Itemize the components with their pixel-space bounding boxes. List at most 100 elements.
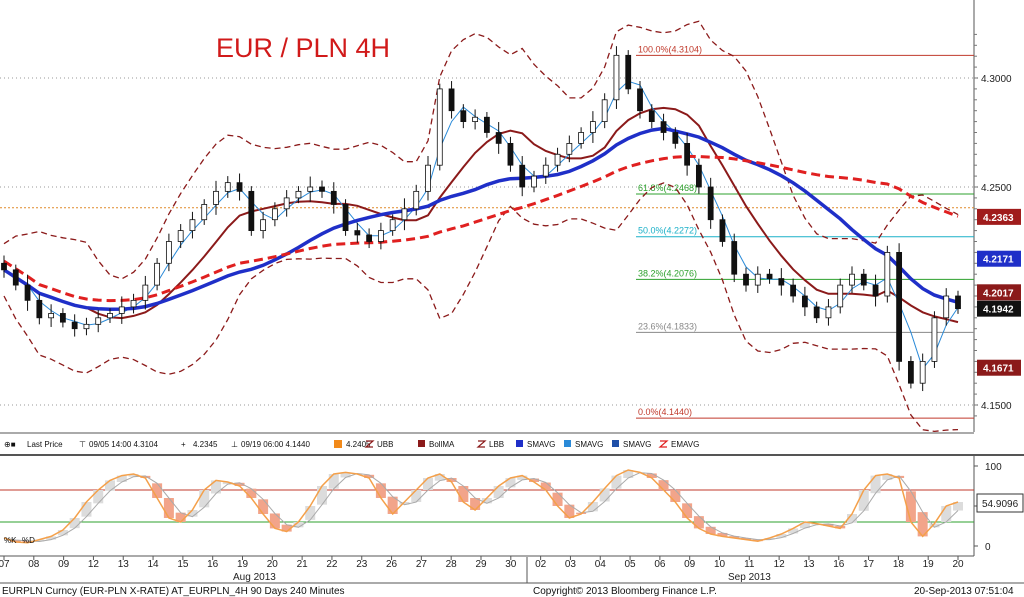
candle-body xyxy=(24,284,31,301)
x-tick-label: 09 xyxy=(684,559,696,570)
candle-body xyxy=(130,299,137,308)
candle-body xyxy=(154,262,161,286)
candle-body xyxy=(389,219,396,231)
stochastic-panel: 100500 54.9096 %K %D xyxy=(0,456,1024,556)
candle-body xyxy=(790,284,797,297)
candle-body xyxy=(472,116,479,122)
x-tick-label: 21 xyxy=(297,559,309,570)
time-axis: 07 08 09 12 13 14 15 16 19 20 21 22 23 26 27 28 29 30 02 03… xyxy=(0,556,964,570)
osc-hist-bar xyxy=(10,540,21,542)
candle-body xyxy=(707,186,714,221)
candle-body xyxy=(719,219,726,242)
osc-hist-bar xyxy=(764,538,775,540)
osc-hist-bar xyxy=(305,506,316,520)
price-badge-label: 4.2363 xyxy=(983,213,1014,224)
osc-legend-d: %D xyxy=(22,536,35,545)
price-badge xyxy=(977,359,1021,376)
x-tick-label: 10 xyxy=(714,559,726,570)
x-tick-label: 22 xyxy=(326,559,338,570)
osc-hist-bar xyxy=(128,474,139,477)
footer-left: EURPLN Curncy (EUR-PLN X-RATE) AT_EURPLN… xyxy=(2,586,345,597)
osc-hist-bar xyxy=(858,490,869,511)
right-badges: 4.2363 4.2171 4.2017 4.1942 4.1671 xyxy=(977,208,1021,376)
osc-hist-bar xyxy=(175,512,186,522)
legend: ⊕■ Last Price ⊤ 09/05 14:00 4.3104 + 4.2… xyxy=(0,432,1024,456)
candle-body xyxy=(189,219,196,231)
osc-hist-bar xyxy=(670,490,681,502)
candle-body xyxy=(36,299,43,319)
price-badge xyxy=(977,284,1021,301)
candle-body xyxy=(177,230,184,242)
upper-bollinger-band xyxy=(3,20,959,280)
osc-hist-bar xyxy=(729,536,740,538)
osc-hist-bar xyxy=(611,475,622,489)
x-tick-label: 20 xyxy=(267,559,279,570)
osc-hist-bar xyxy=(717,532,728,537)
osc-hist-bar xyxy=(693,516,704,529)
osc-hist-bar xyxy=(529,478,539,482)
y-tick-label: 4.2500 xyxy=(981,183,1012,194)
legend-swatch xyxy=(658,440,669,448)
candle-body xyxy=(71,321,78,330)
legend-item: UBB xyxy=(377,440,393,449)
candle-body xyxy=(201,204,208,221)
candle-body xyxy=(377,230,384,242)
osc-hist-bar xyxy=(246,488,257,498)
osc-hist-bar xyxy=(375,483,386,498)
x-tick-label: 08 xyxy=(28,559,40,570)
month-label-aug: Aug 2013 xyxy=(233,572,276,583)
candle-body xyxy=(260,219,267,231)
candle-body xyxy=(483,116,490,133)
osc-hist-bar xyxy=(69,518,80,529)
osc-hist-bar xyxy=(493,486,504,498)
candle-body xyxy=(107,313,113,319)
osc-current-value: 54.9096 xyxy=(982,499,1019,510)
x-tick-label: 16 xyxy=(207,559,219,570)
ema-line xyxy=(3,154,959,303)
candle-body xyxy=(271,208,278,221)
legend-current: 4.2345 xyxy=(193,440,218,449)
osc-hist-bar xyxy=(423,478,433,490)
candle-body xyxy=(307,186,314,192)
legend-swatch xyxy=(476,440,487,448)
legend-item: SMAVG xyxy=(527,440,555,449)
x-tick-label: 02 xyxy=(535,559,547,570)
legend-item: LBB xyxy=(489,440,504,449)
osc-hist-bar xyxy=(788,528,799,534)
osc-value-badge xyxy=(976,493,1024,513)
sma-fast xyxy=(3,80,959,370)
candle-body xyxy=(142,284,149,301)
candle-body xyxy=(660,121,667,133)
candle-body xyxy=(531,175,537,188)
candle-body xyxy=(330,190,337,205)
osc-hist-bar xyxy=(752,539,763,542)
osc-hist-bar xyxy=(623,470,634,478)
legend-item: EMAVG xyxy=(671,440,699,449)
fib-label: 38.2%(4.2076) xyxy=(638,268,697,278)
osc-hist-bar xyxy=(399,502,410,505)
candle-body xyxy=(354,230,361,236)
candle-body xyxy=(95,317,102,325)
osc-hist-bar xyxy=(222,482,233,485)
osc-tick-label: 0 xyxy=(985,542,991,553)
candle-body xyxy=(1,262,7,271)
footer-timestamp: 20-Sep-2013 07:51:04 xyxy=(914,586,1014,597)
candle-body xyxy=(436,88,443,166)
candle-body xyxy=(672,132,679,144)
x-tick-label: 26 xyxy=(386,559,398,570)
price-badge xyxy=(977,208,1021,225)
osc-hist-bar xyxy=(929,523,940,528)
lower-bollinger-band xyxy=(3,182,959,433)
candle-body xyxy=(48,313,55,319)
osc-hist-bar xyxy=(470,498,481,510)
x-tick-label: 20 xyxy=(952,559,964,570)
osc-hist-bar xyxy=(46,536,57,540)
candle-body xyxy=(83,323,90,330)
candle-body xyxy=(754,273,761,286)
fib-label: 100.0%(4.3104) xyxy=(638,44,702,54)
candle-body xyxy=(813,306,820,319)
osc-hist-bar xyxy=(281,524,292,532)
candle-body xyxy=(695,164,702,188)
candle-body xyxy=(401,208,408,221)
legend-value: 4.2405 xyxy=(346,440,371,449)
